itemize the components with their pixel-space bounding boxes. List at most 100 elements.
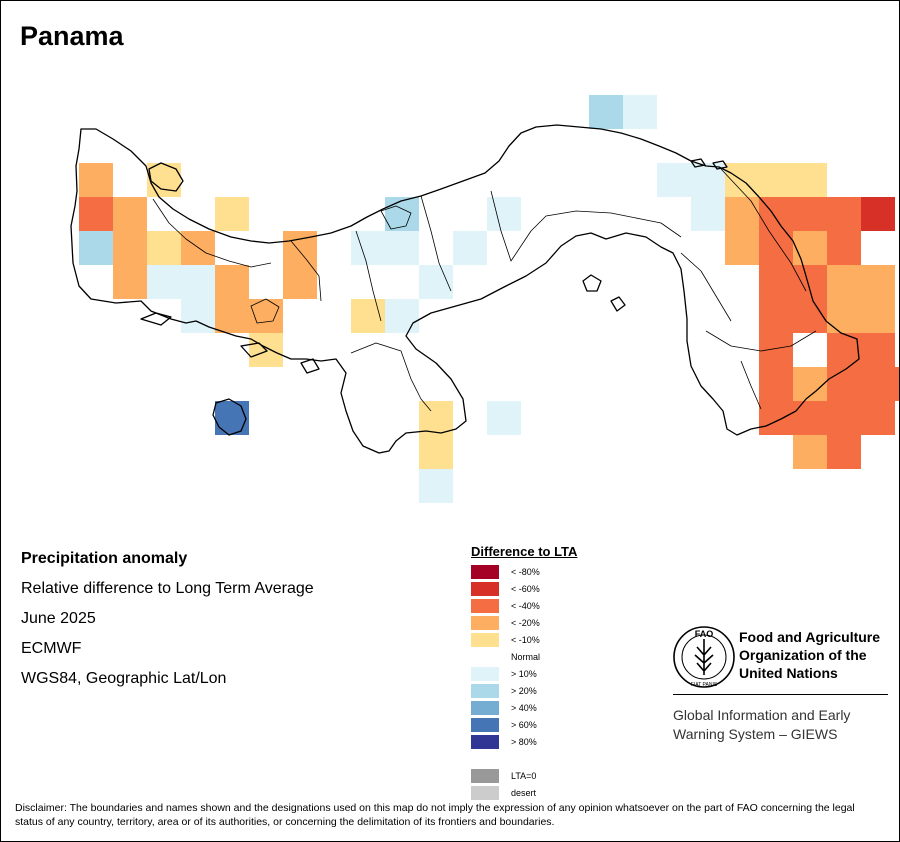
anomaly-cell: [249, 299, 283, 333]
anomaly-cell: [759, 333, 793, 367]
anomaly-cell: [861, 333, 895, 367]
lake-gatun: [250, 205, 412, 324]
legend-item: < -10%: [471, 633, 540, 647]
anomaly-cell: [181, 231, 215, 265]
island-bocas: [148, 162, 184, 192]
anomaly-cell: [113, 197, 147, 231]
anomaly-cell: [895, 367, 899, 401]
island-coiba: [212, 398, 247, 436]
legend-label: < -60%: [511, 584, 540, 594]
anomaly-cell: [215, 299, 249, 333]
anomaly-cell: [419, 265, 453, 299]
anomaly-cell: [793, 231, 827, 265]
legend-swatch: [471, 599, 499, 613]
anomaly-cell: [113, 231, 147, 265]
anomaly-cell: [351, 231, 385, 265]
anomaly-cell: [113, 265, 147, 299]
anomaly-cell: [793, 197, 827, 231]
legend-label: > 20%: [511, 686, 537, 696]
anomaly-cell: [861, 401, 895, 435]
legend-item: > 10%: [471, 667, 537, 681]
info-projection: WGS84, Geographic Lat/Lon: [21, 670, 227, 687]
legend-swatch: [471, 735, 499, 749]
legend-swatch: [471, 684, 499, 698]
anomaly-cell: [861, 299, 895, 333]
anomaly-cell: [419, 401, 453, 435]
anomaly-cell: [861, 367, 895, 401]
anomaly-cell: [657, 163, 691, 197]
legend-item: > 20%: [471, 684, 537, 698]
info-source: ECMWF: [21, 640, 82, 657]
anomaly-cell: [283, 265, 317, 299]
fao-emblem-icon: [673, 626, 735, 688]
anomaly-cell: [487, 197, 521, 231]
legend-swatch: [471, 582, 499, 596]
fao-name-line3: United Nations: [739, 665, 838, 681]
legend-item: > 40%: [471, 701, 537, 715]
legend-title: Difference to LTA: [471, 544, 578, 559]
legend-label: < -10%: [511, 635, 540, 645]
anomaly-cell: [759, 163, 793, 197]
legend-rows: < -80% < -60% < -40% < -20% < -10% Normal > 10…: [471, 565, 641, 803]
legend-swatch: [471, 769, 499, 783]
giews-line2: Warning System – GIEWS: [673, 726, 838, 742]
anomaly-cell: [827, 197, 861, 231]
anomaly-cell: [725, 231, 759, 265]
anomaly-cell: [827, 299, 861, 333]
legend-swatch: [471, 718, 499, 732]
legend-item: < -20%: [471, 616, 540, 630]
legend-item: desert: [471, 786, 536, 800]
legend-item: > 60%: [471, 718, 537, 732]
anomaly-cell: [861, 265, 895, 299]
anomaly-cell: [79, 197, 113, 231]
anomaly-grid: [79, 95, 899, 503]
anomaly-cell: [385, 299, 419, 333]
anomaly-cell: [793, 435, 827, 469]
legend-swatch: [471, 633, 499, 647]
anomaly-cell: [793, 401, 827, 435]
anomaly-cell: [759, 401, 793, 435]
giews-line1: Global Information and Early: [673, 707, 851, 723]
legend-item: < -80%: [471, 565, 540, 579]
anomaly-cell: [215, 401, 249, 435]
anomaly-cell: [759, 367, 793, 401]
legend-swatch: [471, 650, 499, 664]
fao-name-line2: Organization of the: [739, 647, 867, 663]
legend-label: > 10%: [511, 669, 537, 679]
legend-swatch: [471, 701, 499, 715]
fao-motto: FIAT PANIS: [691, 682, 718, 688]
legend-item: LTA=0: [471, 769, 536, 783]
anomaly-cell: [691, 197, 725, 231]
info-description: Relative difference to Long Term Average: [21, 580, 314, 597]
anomaly-cell: [827, 367, 861, 401]
legend-item: < -40%: [471, 599, 540, 613]
legend-swatch: [471, 616, 499, 630]
legend-swatch: [471, 667, 499, 681]
island-san-blas: [690, 158, 728, 170]
logo-divider: [673, 694, 888, 695]
anomaly-cell: [419, 435, 453, 469]
anomaly-cell: [215, 197, 249, 231]
anomaly-cell: [79, 231, 113, 265]
anomaly-cell: [793, 265, 827, 299]
anomaly-cell: [793, 299, 827, 333]
legend-label: < -20%: [511, 618, 540, 628]
legend-label: LTA=0: [511, 771, 537, 781]
anomaly-cell: [283, 231, 317, 265]
legend-label: < -40%: [511, 601, 540, 611]
panama-map: [70, 95, 899, 503]
legend-item: > 80%: [471, 735, 537, 749]
anomaly-cell: [453, 231, 487, 265]
anomaly-cell: [589, 95, 623, 129]
anomaly-cell: [215, 265, 249, 299]
fao-emblem-text: FAO: [695, 629, 714, 639]
anomaly-cell: [827, 401, 861, 435]
fao-name-line1: Food and Agriculture: [739, 629, 881, 645]
anomaly-cell: [385, 231, 419, 265]
island-pearl: [582, 274, 626, 312]
legend-swatch: [471, 786, 499, 800]
anomaly-cell: [759, 231, 793, 265]
anomaly-cell: [147, 265, 181, 299]
internal-boundaries: [152, 168, 817, 412]
